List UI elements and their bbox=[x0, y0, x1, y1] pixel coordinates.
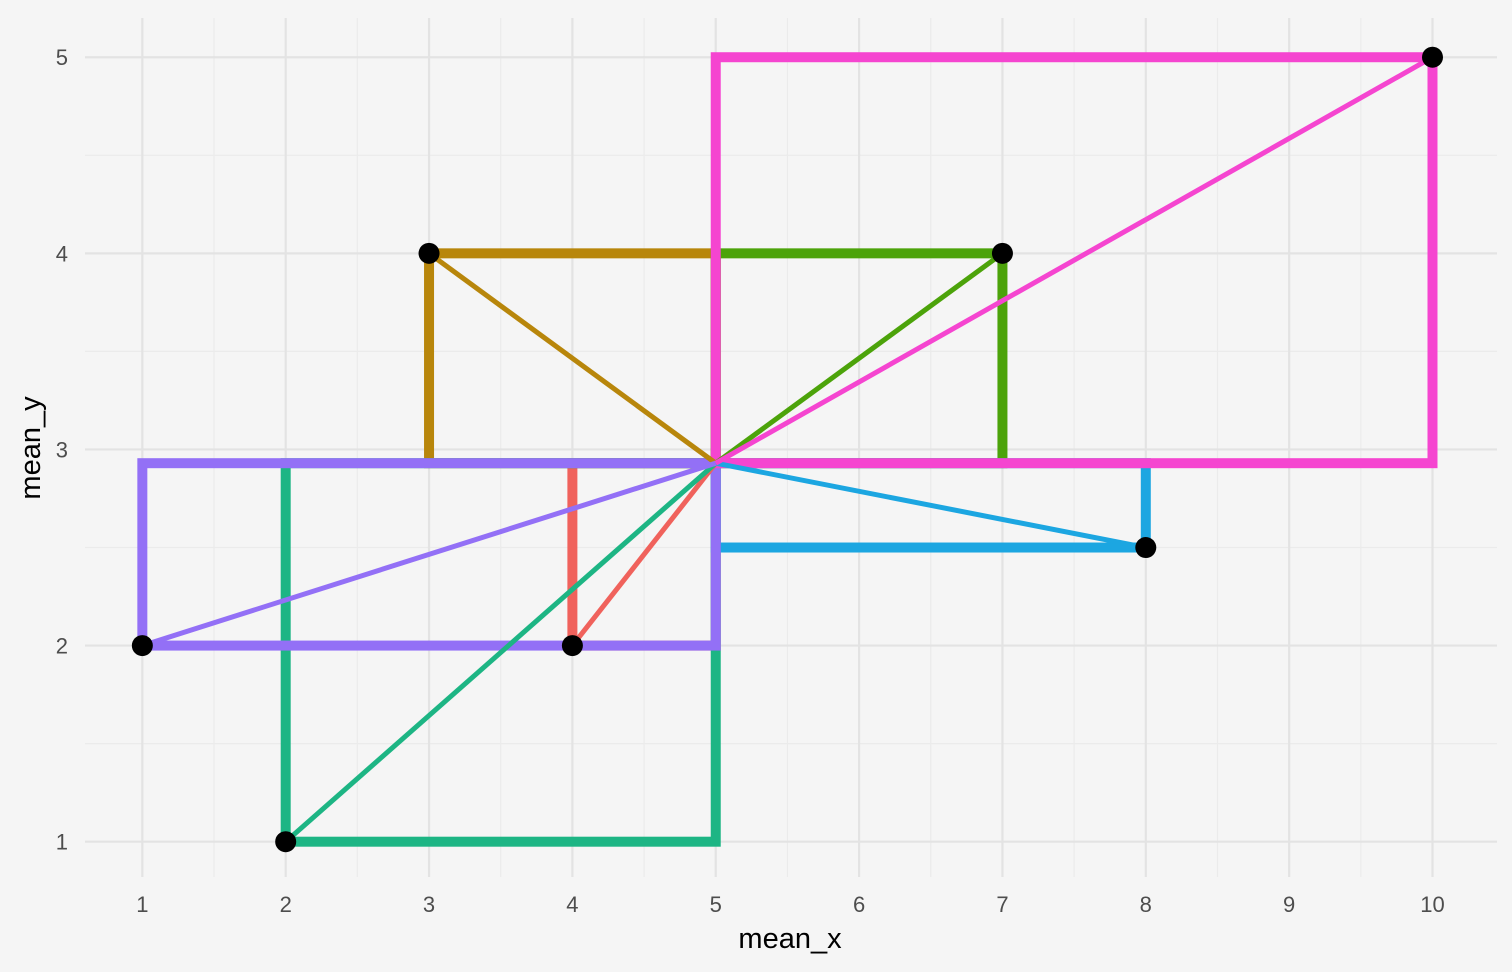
deviation-rectangle-7 bbox=[710, 52, 1438, 469]
rectangles bbox=[137, 52, 1438, 847]
x-tick-label: 5 bbox=[710, 892, 722, 917]
deviation-line-2 bbox=[427, 251, 718, 466]
diagonal-lines bbox=[141, 55, 1434, 844]
x-tick-label: 7 bbox=[996, 892, 1008, 917]
data-point-7 bbox=[1421, 46, 1443, 68]
deviation-line-6 bbox=[141, 460, 717, 648]
x-tick-label: 3 bbox=[423, 892, 435, 917]
x-tick-label: 2 bbox=[280, 892, 292, 917]
y-axis-title: mean_y bbox=[15, 396, 47, 500]
y-axis-ticks: 1 2 3 4 5 bbox=[56, 45, 68, 854]
y-tick-label: 4 bbox=[56, 241, 68, 266]
deviation-line-3 bbox=[714, 251, 1004, 466]
x-tick-label: 9 bbox=[1283, 892, 1295, 917]
x-tick-label: 4 bbox=[566, 892, 578, 917]
deviation-line-1 bbox=[570, 461, 718, 648]
x-axis-ticks: 1 2 3 4 5 6 7 8 9 10 bbox=[136, 892, 1445, 917]
x-tick-label: 6 bbox=[853, 892, 865, 917]
x-tick-label: 1 bbox=[136, 892, 148, 917]
data-point-1 bbox=[561, 635, 583, 657]
data-point-4 bbox=[275, 831, 297, 853]
y-tick-label: 3 bbox=[56, 437, 68, 462]
x-tick-label: 10 bbox=[1420, 892, 1444, 917]
x-tick-label: 8 bbox=[1140, 892, 1152, 917]
data-point-5 bbox=[1135, 537, 1157, 559]
data-point-3 bbox=[991, 242, 1013, 264]
grid bbox=[85, 18, 1497, 877]
data-point-6 bbox=[131, 635, 153, 657]
points bbox=[131, 46, 1443, 853]
data-point-2 bbox=[418, 242, 440, 264]
deviation-rectangle-6 bbox=[137, 458, 721, 651]
y-tick-label: 2 bbox=[56, 634, 68, 659]
x-axis-title: mean_x bbox=[738, 923, 842, 955]
deviation-line-7 bbox=[714, 55, 1434, 466]
deviation-line-5 bbox=[715, 460, 1147, 550]
y-tick-label: 1 bbox=[56, 830, 68, 855]
deviation-line-4 bbox=[284, 461, 718, 844]
y-tick-label: 5 bbox=[56, 45, 68, 70]
